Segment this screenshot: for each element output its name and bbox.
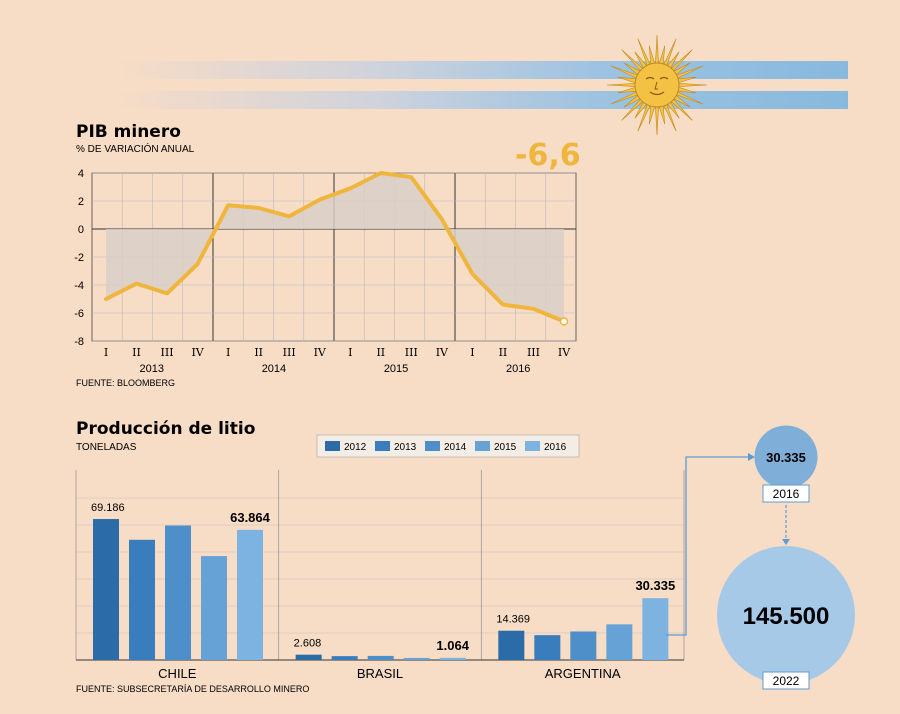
sun-ray [678, 83, 708, 87]
bubble-2022-year-box [762, 671, 810, 690]
pib-y-tick-label: -6 [74, 308, 84, 320]
pib-quarter-label: II [254, 346, 263, 359]
litio-legend-label: 2012 [344, 442, 367, 453]
litio-legend-swatch [525, 441, 540, 451]
sun-of-may-icon [606, 34, 708, 136]
litio-title: Producción de litio [76, 419, 255, 439]
sun-face [634, 62, 680, 108]
pib-quarter-label: I [226, 346, 230, 359]
litio-bar-chart: 2012 2013 2014 2015 2016 69.186 63.864 CHILE 2.6… [75, 434, 755, 681]
litio-bar [93, 519, 119, 660]
pib-quarter-label: II [499, 346, 508, 359]
litio-data-label: 69.186 [91, 502, 125, 514]
pib-y-tick-label: 0 [78, 224, 84, 236]
bubble-connector-arrow [782, 539, 790, 545]
litio-subtitle: TONELADAS [76, 442, 137, 453]
pib-quarter-label: I [348, 346, 352, 359]
bubble-2016-year-box [762, 484, 810, 503]
sun-ray [606, 83, 636, 87]
litio-legend-label: 2015 [494, 442, 517, 453]
litio-legend-box [316, 434, 580, 458]
pib-quarter-label: III [527, 346, 540, 359]
litio-bar [331, 656, 358, 660]
litio-category-label: CHILE [158, 666, 197, 681]
pib-quarter-label: II [376, 346, 385, 359]
litio-data-label: 63.864 [230, 510, 271, 525]
litio-bar [570, 631, 597, 660]
litio-bar [129, 539, 155, 660]
litio-category-label: ARGENTINA [545, 666, 621, 681]
pib-quarter-label: IV [314, 346, 327, 359]
pib-y-tick-label: 4 [78, 168, 84, 180]
litio-data-label: 14.369 [496, 614, 530, 626]
bubble-2022-value: 145.500 [743, 603, 830, 630]
flag-banner [120, 34, 848, 136]
litio-bar [642, 598, 669, 660]
litio-bar [606, 624, 633, 660]
projection-bubbles: 30.335 2016 145.500 2022 [717, 425, 855, 690]
flag-stripe-bottom [120, 91, 848, 109]
pib-title: PIB minero [76, 122, 181, 142]
pib-y-tick-label: -8 [74, 336, 84, 348]
pib-quarter-label: III [161, 346, 174, 359]
pib-quarter-label: IV [436, 346, 449, 359]
pib-quarter-label: III [283, 346, 296, 359]
bubble-2016 [754, 425, 818, 489]
litio-bar [201, 556, 227, 660]
litio-connector-line [666, 456, 748, 636]
sun-mouth [649, 91, 665, 96]
pib-y-tick-label: -4 [74, 280, 84, 292]
litio-data-label: 2.608 [294, 638, 322, 650]
litio-bar [534, 635, 561, 660]
pib-data-point [559, 317, 569, 326]
litio-category-label: BRASIL [357, 666, 403, 681]
litio-legend: 2012 2013 2014 2015 2016 [316, 434, 580, 458]
bubble-2022 [717, 546, 855, 684]
litio-bar [237, 529, 263, 660]
litio-legend-swatch [425, 441, 440, 451]
sun-ray [655, 106, 659, 136]
pib-year-label: 2013 [140, 363, 164, 375]
pib-year-label: 2014 [262, 363, 286, 375]
bubble-2016-year: 2016 [773, 487, 800, 501]
litio-bar [165, 525, 191, 660]
litio-bar [439, 657, 466, 660]
sun-nose [654, 81, 658, 90]
pib-quarter-label: I [470, 346, 474, 359]
litio-legend-swatch [325, 441, 340, 451]
pib-series-line [104, 171, 566, 324]
pib-quarter-label: IV [558, 346, 571, 359]
pib-source: FUENTE: BLOOMBERG [76, 378, 175, 388]
litio-data-label: 30.335 [635, 578, 675, 593]
pib-quarter-label: II [132, 346, 141, 359]
pib-quarter-label: IV [191, 346, 204, 359]
sun-ray [655, 34, 659, 64]
litio-connector-arrow [748, 453, 755, 461]
litio-bar [295, 654, 322, 660]
litio-data-label: 1.064 [436, 638, 469, 653]
litio-legend-label: 2016 [544, 442, 567, 453]
litio-legend-label: 2013 [394, 442, 417, 453]
pib-quarter-label: III [405, 346, 418, 359]
pib-year-label: 2015 [384, 363, 408, 375]
flag-stripe-top [120, 61, 848, 79]
bubble-2016-value: 30.335 [766, 450, 806, 465]
pib-y-tick-label: -2 [74, 252, 84, 264]
bubble-2022-year: 2022 [773, 674, 800, 688]
litio-bar [498, 630, 525, 660]
pib-line-chart: 420-2-4-6-8I II III IV I II III IV I II III IV I II II… [74, 168, 577, 375]
pib-subtitle: % DE VARIACIÓN ANUAL [76, 142, 195, 155]
litio-bar [367, 655, 394, 660]
pib-year-label: 2016 [506, 363, 530, 375]
pib-quarter-label: I [104, 346, 108, 359]
sun-eyes [645, 76, 669, 80]
litio-legend-label: 2014 [444, 442, 467, 453]
pib-y-tick-label: 2 [78, 196, 84, 208]
litio-legend-swatch [475, 441, 490, 451]
litio-bar [403, 657, 430, 660]
pib-highlight-value: -6,6 [515, 138, 581, 173]
litio-legend-swatch [375, 441, 390, 451]
litio-source: FUENTE: SUBSECRETARÍA DE DESARROLLO MINE… [76, 684, 309, 694]
